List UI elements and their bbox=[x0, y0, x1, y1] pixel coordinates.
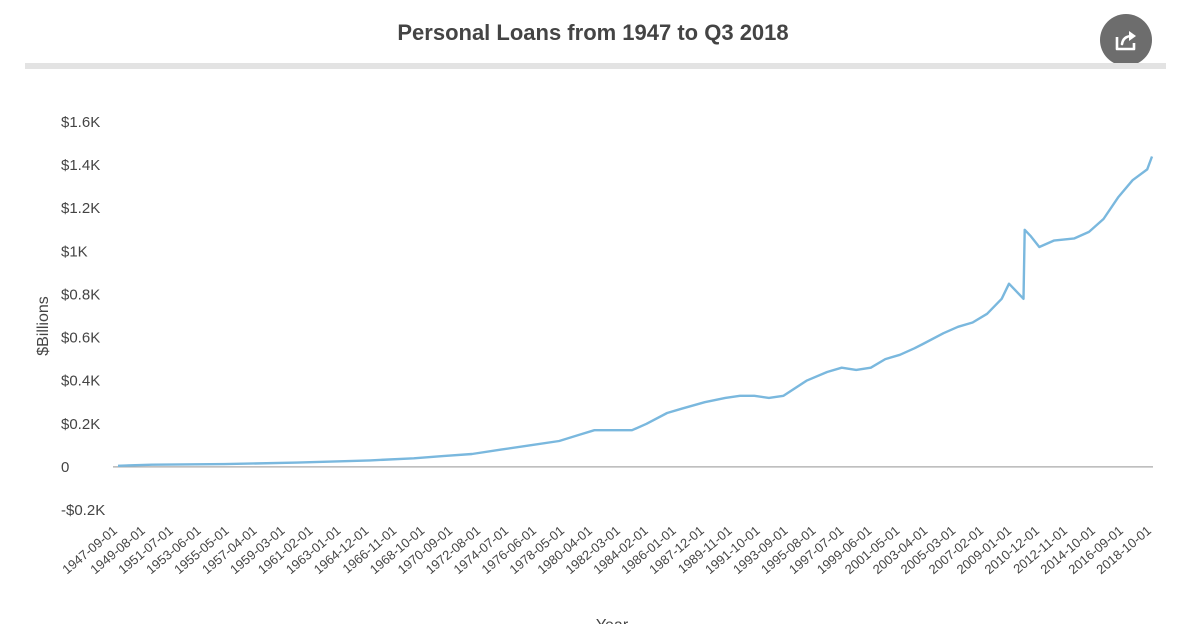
header-divider bbox=[25, 63, 1166, 69]
chart-header: Personal Loans from 1947 to Q3 2018 bbox=[0, 0, 1186, 70]
share-icon bbox=[1115, 31, 1136, 51]
series-line bbox=[117, 156, 1154, 467]
y-tick-label: $1K bbox=[61, 243, 88, 260]
y-tick-label: 0 bbox=[61, 459, 69, 476]
y-tick-label: $1.4K bbox=[61, 157, 100, 174]
y-tick-label: $1.6K bbox=[61, 114, 100, 131]
y-tick-label: -$0.2K bbox=[61, 502, 105, 519]
chart-title: Personal Loans from 1947 to Q3 2018 bbox=[397, 20, 789, 45]
y-tick-label: $0.2K bbox=[61, 416, 100, 433]
y-tick-label: $0.6K bbox=[61, 330, 100, 347]
y-tick-label: $0.4K bbox=[61, 373, 100, 390]
x-axis-title: Year bbox=[596, 617, 629, 624]
y-tick-label: $1.2K bbox=[61, 200, 100, 217]
y-tick-label: $0.8K bbox=[61, 286, 100, 303]
share-button[interactable] bbox=[1100, 14, 1152, 66]
y-axis-title: $Billions bbox=[35, 296, 52, 356]
